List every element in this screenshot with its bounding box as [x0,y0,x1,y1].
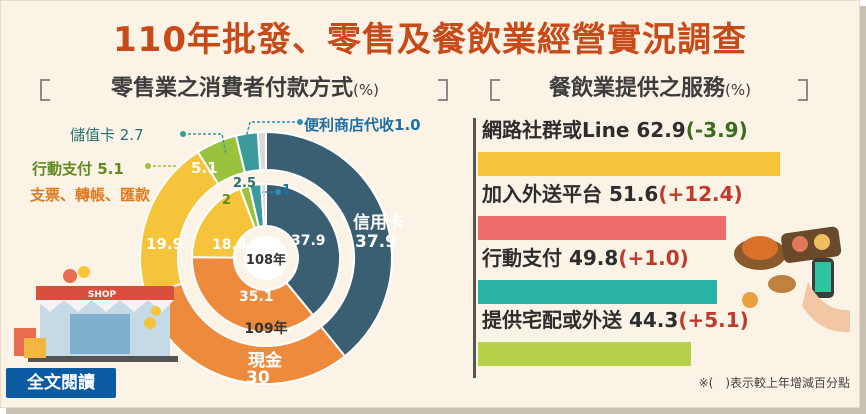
bar-axis-line [473,118,476,378]
callout-dot-convenience [297,119,303,125]
right-section-title-text: 餐飲業提供之服務 [549,76,726,101]
donut-center [244,236,288,280]
callout-dot-inner-convenience [275,189,281,195]
label-inner-convenience-value: 1 [282,183,292,198]
inner-slice-1 [191,256,315,333]
bar-change-3: (+5.1) [678,308,749,332]
callout-dot-mobile-pay [145,163,151,169]
shop-illustration: SHOP [14,266,178,362]
inner-slice-0 [265,182,341,317]
bar-label-1: 加入外送平台 51.6(+12.4) [482,182,743,206]
bar-category-value-2: 行動支付 49.8 [482,246,619,270]
payment-donut-chart: 108年 109年 SHOP [14,119,393,385]
bar-category-value-3: 提供宅配或外送 44.3 [482,308,679,332]
label-credit-card-inner: 37.9 [291,233,326,249]
bar-label-3: 提供宅配或外送 44.3(+5.1) [482,308,749,332]
food-illustration [734,226,850,333]
label-stored-value-inner: 2.5 [233,176,257,191]
callout-dot-stored-value [180,131,186,137]
label-cheque-inner: 18.6 [212,237,247,253]
bar-label-2: 行動支付 49.8(+1.0) [482,246,689,270]
outer-ring-109 [139,130,393,385]
label-cheque-outer: 19.9 [146,235,184,253]
footnote: ※( )表示較上年增減百分點 [698,376,850,390]
bar-label-0: 網路社群或Line 62.9(-3.9) [482,118,748,142]
label-cash-name: 現金 [248,351,282,371]
bar-change-0: (-3.9) [685,118,748,142]
label-credit-card-outer: 37.9 [355,232,397,252]
right-section-title: 餐飲業提供之服務(%) [500,76,800,102]
label-mobile-pay-outer: 5.1 [191,159,218,177]
right-section-unit: (%) [725,81,751,99]
label-cash-outer: 30 [246,368,270,388]
label-credit-card-name: 信用卡 [353,213,404,233]
bar-0 [478,152,780,176]
label-convenience-callout: 便利商店代收1.0 [304,116,421,134]
bar-category-value-1: 加入外送平台 51.6 [482,182,659,206]
outer-slice-5 [256,130,267,172]
bar-change-2: (+1.0) [618,246,689,270]
callout-line-stored-value [183,133,227,155]
label-mobile-pay-callout: 行動支付 5.1 [32,160,124,178]
card-shadow-right [860,6,866,414]
label-cheque-callout: 支票、轉帳、匯款 [30,186,151,204]
page-title: 110年批發、零售及餐飲業經營實況調查 [113,20,747,60]
left-title-bracket-left [40,79,50,101]
outer-slice-0 [265,130,393,358]
bar-2 [478,280,718,304]
shop-sign-text: SHOP [88,290,117,300]
bar-category-value-0: 網路社群或Line 62.9 [482,118,686,142]
bar-change-1: (+12.4) [658,182,743,206]
card-shadow-bottom [6,408,866,414]
label-mobile-pay-inner: 2 [222,193,232,208]
inner-slice-5 [260,182,267,228]
bar-1 [478,216,726,240]
right-title-bracket-right [798,79,808,101]
bar-3 [478,342,691,366]
read-full-button[interactable]: 全文閱讀 [6,368,116,398]
callout-line-convenience [245,121,300,139]
left-section-title-text: 零售業之消費者付款方式 [111,76,354,101]
inner-ring-year-label: 108年 [246,252,286,268]
left-section-title: 零售業之消費者付款方式(%) [50,76,440,102]
outer-ring-year-label: 109年 [244,320,287,337]
label-stored-value-callout: 儲值卡 2.7 [70,126,144,144]
right-title-bracket-left [490,79,500,101]
left-title-bracket-right [438,79,448,101]
label-cash-inner: 35.1 [239,289,274,305]
left-section-unit: (%) [353,81,379,99]
inner-ring-108 [190,182,341,333]
